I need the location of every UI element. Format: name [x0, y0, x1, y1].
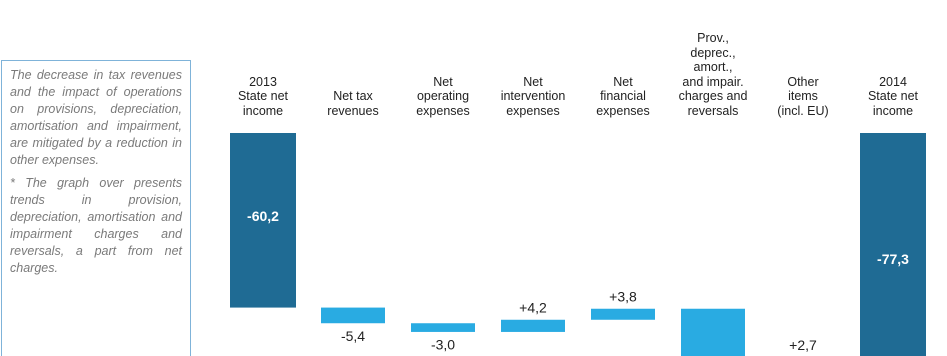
category-labels: 2013 State net income Net tax revenues Net…	[218, 0, 938, 118]
value-label: +2,7	[789, 337, 817, 353]
value-label: -3,0	[431, 337, 455, 353]
category-label: Other items (incl. EU)	[777, 74, 829, 118]
note-paragraph: The decrease in tax revenues and the imp…	[10, 68, 182, 167]
bar	[230, 133, 296, 308]
value-label: -60,2	[247, 208, 279, 224]
note-box: The decrease in tax revenues and the imp…	[1, 60, 191, 356]
bar	[411, 323, 475, 332]
bar	[501, 319, 565, 332]
bar	[860, 133, 926, 356]
value-label: +3,8	[609, 288, 637, 304]
value-label: -77,3	[877, 251, 909, 267]
category-label: Net operating expenses	[416, 74, 470, 118]
bar	[321, 307, 385, 324]
bar	[681, 308, 745, 356]
category-label: Prov., deprec., amort., and impair. char…	[678, 31, 748, 118]
category-label: Net financial expenses	[596, 74, 650, 118]
category-label: Net intervention expenses	[500, 74, 566, 118]
value-label: -5,4	[341, 328, 365, 344]
category-label: 2014 State net income	[867, 74, 919, 118]
value-label: +4,2	[519, 299, 547, 315]
category-label: Net tax revenues	[327, 89, 379, 118]
note-paragraph: * The graph over presents trends in prov…	[10, 176, 182, 275]
bar	[591, 308, 655, 320]
category-label: 2013 State net income	[237, 74, 289, 118]
